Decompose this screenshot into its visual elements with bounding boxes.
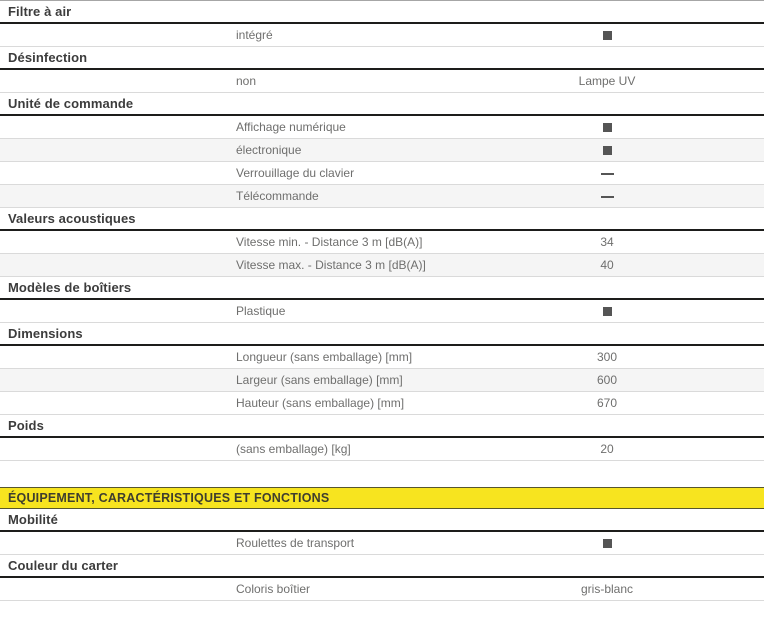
row-label: Plastique <box>236 304 286 318</box>
spec-sections-bottom: Mobilité Roulettes de transport Couleur … <box>0 509 764 601</box>
equipment-banner-label: ÉQUIPEMENT, CARACTÉRISTIQUES ET FONCTION… <box>8 491 330 505</box>
row-value: 670 <box>596 396 618 410</box>
row-value: 20 <box>600 442 614 456</box>
section-rows: Roulettes de transport <box>0 532 764 555</box>
row-label: Affichage numérique <box>236 120 346 134</box>
spec-section: Dimensions Longueur (sans emballage) [mm… <box>0 323 764 415</box>
spec-row: Plastique <box>0 300 764 323</box>
section-title: Dimensions <box>0 323 764 346</box>
row-label: Roulettes de transport <box>236 536 355 550</box>
row-value: 40 <box>600 258 614 272</box>
row-value <box>450 304 764 318</box>
spec-row: Hauteur (sans emballage) [mm] 670 <box>0 392 764 415</box>
section-rows: Coloris boîtier gris-blanc <box>0 578 764 601</box>
spec-section: Filtre à air intégré <box>0 1 764 47</box>
filled-square-icon <box>602 307 612 317</box>
section-rows: Vitesse min. - Distance 3 m [dB(A)] 34 V… <box>0 231 764 277</box>
spec-row: Vitesse min. - Distance 3 m [dB(A)] 34 <box>0 231 764 254</box>
section-title: Unité de commande <box>0 93 764 116</box>
row-label: électronique <box>236 143 302 157</box>
spec-row: Largeur (sans emballage) [mm] 600 <box>0 369 764 392</box>
row-label: Vitesse min. - Distance 3 m [dB(A)] <box>236 235 423 249</box>
section-title: Modèles de boîtiers <box>0 277 764 300</box>
row-value <box>450 28 764 42</box>
spec-row: Télécommande <box>0 185 764 208</box>
section-rows: Plastique <box>0 300 764 323</box>
spec-section: Désinfection non Lampe UV <box>0 47 764 93</box>
spec-row: non Lampe UV <box>0 70 764 93</box>
section-rows: Affichage numérique électronique Verroui… <box>0 116 764 208</box>
row-value: gris-blanc <box>580 582 634 596</box>
spec-row: électronique <box>0 139 764 162</box>
row-value: 300 <box>596 350 618 364</box>
spec-row: Verrouillage du clavier <box>0 162 764 185</box>
spec-table: Filtre à air intégré Désinfection non La… <box>0 0 764 601</box>
spec-sections-top: Filtre à air intégré Désinfection non La… <box>0 1 764 461</box>
row-label: Verrouillage du clavier <box>236 166 355 180</box>
spec-row: Affichage numérique <box>0 116 764 139</box>
spec-row: Vitesse max. - Distance 3 m [dB(A)] 40 <box>0 254 764 277</box>
row-label: Coloris boîtier <box>236 582 311 596</box>
row-value <box>450 166 764 180</box>
spec-section: Unité de commande Affichage numérique él… <box>0 93 764 208</box>
row-value: 34 <box>600 235 614 249</box>
spec-row: Longueur (sans emballage) [mm] 300 <box>0 346 764 369</box>
row-value <box>450 120 764 134</box>
row-label: (sans emballage) [kg] <box>236 442 351 456</box>
spec-row: (sans emballage) [kg] 20 <box>0 438 764 461</box>
section-rows: non Lampe UV <box>0 70 764 93</box>
section-title: Poids <box>0 415 764 438</box>
row-label: Télécommande <box>236 189 319 203</box>
filled-square-icon <box>602 539 612 549</box>
row-label: Largeur (sans emballage) [mm] <box>236 373 403 387</box>
row-label: Longueur (sans emballage) [mm] <box>236 350 413 364</box>
row-label: non <box>236 74 257 88</box>
section-rows: (sans emballage) [kg] 20 <box>0 438 764 461</box>
equipment-banner: ÉQUIPEMENT, CARACTÉRISTIQUES ET FONCTION… <box>0 487 764 509</box>
row-value <box>450 536 764 550</box>
section-title: Filtre à air <box>0 1 764 24</box>
spec-row: intégré <box>0 24 764 47</box>
dash-icon <box>600 172 614 175</box>
row-label: intégré <box>236 28 273 42</box>
row-value <box>450 189 764 203</box>
filled-square-icon <box>602 123 612 133</box>
row-label: Vitesse max. - Distance 3 m [dB(A)] <box>236 258 426 272</box>
section-title: Couleur du carter <box>0 555 764 578</box>
section-rows: intégré <box>0 24 764 47</box>
spec-section: Poids (sans emballage) [kg] 20 <box>0 415 764 461</box>
row-value: Lampe UV <box>578 74 636 88</box>
section-title: Désinfection <box>0 47 764 70</box>
spec-row: Roulettes de transport <box>0 532 764 555</box>
filled-square-icon <box>602 146 612 156</box>
row-value <box>450 143 764 157</box>
spec-section: Modèles de boîtiers Plastique <box>0 277 764 323</box>
filled-square-icon <box>602 31 612 41</box>
section-title: Valeurs acoustiques <box>0 208 764 231</box>
spec-section: Couleur du carter Coloris boîtier gris-b… <box>0 555 764 601</box>
spec-section: Valeurs acoustiques Vitesse min. - Dista… <box>0 208 764 277</box>
section-rows: Longueur (sans emballage) [mm] 300 Large… <box>0 346 764 415</box>
row-label: Hauteur (sans emballage) [mm] <box>236 396 405 410</box>
section-title: Mobilité <box>0 509 764 532</box>
spec-section: Mobilité Roulettes de transport <box>0 509 764 555</box>
spec-row: Coloris boîtier gris-blanc <box>0 578 764 601</box>
dash-icon <box>600 195 614 198</box>
row-value: 600 <box>596 373 618 387</box>
